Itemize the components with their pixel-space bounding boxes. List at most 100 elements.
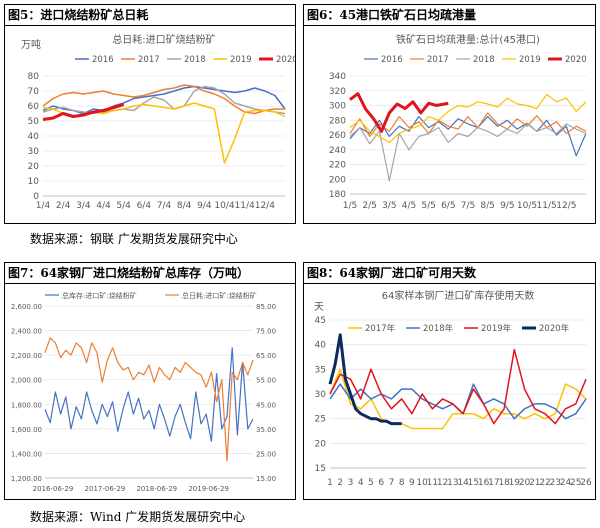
x-tick-label: 2 — [337, 478, 343, 488]
y-tick-label-left: 2,200.00 — [11, 352, 42, 360]
legend-label: 2019 — [230, 55, 252, 65]
x-tick-label: 26 — [580, 478, 592, 488]
y-tick-label-right: 75.00 — [256, 328, 276, 336]
y-tick-label-left: 1,600.00 — [11, 426, 42, 434]
x-tick-label: 8/5 — [480, 201, 494, 211]
y-tick-label-left: 1,800.00 — [11, 401, 42, 409]
x-tick-label: 24 — [560, 478, 572, 488]
legend-label: 2016 — [92, 55, 114, 65]
y-tick-label: 30 — [315, 390, 327, 400]
x-tick-label: 23 — [550, 478, 561, 488]
y-tick-label: 240 — [329, 146, 346, 156]
panel-title: 图7：64家钢厂进口烧结粉矿总库存（万吨） — [5, 263, 295, 284]
x-tick-label: 11/5 — [537, 201, 557, 211]
y-tick-label: 35 — [315, 365, 326, 375]
y-tick-label: 20 — [28, 162, 40, 172]
series-line-总日耗:进口矿:烧结粉矿 — [44, 337, 254, 462]
y-tick-label: 45 — [315, 316, 326, 326]
x-tick-label: 2/5 — [362, 201, 376, 211]
y-tick-label: 0 — [33, 192, 39, 202]
y-tick-label-right: 15.00 — [256, 475, 276, 483]
x-tick-label: 20 — [519, 478, 531, 488]
legend-label: 2017 — [427, 55, 449, 65]
x-tick-label: 2017-06-29 — [85, 485, 126, 493]
x-tick-label: 10/4 — [214, 201, 234, 211]
y-tick-label: 180 — [329, 190, 346, 200]
series-line-2017年 — [329, 368, 587, 430]
series-line-2020 — [42, 103, 125, 121]
series-line-2019年 — [329, 348, 587, 425]
data-source-2: 数据来源：Wind 广发期货发展研究中心 — [30, 510, 246, 524]
series-line-2016 — [349, 115, 587, 157]
x-tick-label: 2019-06-29 — [188, 485, 229, 493]
series-line-2020 — [349, 92, 449, 133]
x-tick-label: 10 — [416, 478, 428, 488]
y-tick-label: 40 — [28, 132, 40, 142]
chart-title: 64家样本钢厂进口矿库存使用天数 — [382, 289, 535, 302]
y-tick-label-right: 65.00 — [256, 352, 276, 360]
x-tick-label: 5/4 — [116, 201, 131, 211]
y-tick-label: 340 — [329, 72, 346, 82]
series-line-总库存:进口矿:烧结粉矿 — [44, 347, 254, 442]
legend-label: 2020 — [565, 55, 587, 65]
x-tick-label: 9/5 — [500, 201, 514, 211]
legend-label: 2019 — [519, 55, 541, 65]
chart-3-svg: 1,200.00 15.00 1,400.00 25.00 1,600.00 35.00 1… — [11, 291, 276, 493]
panel-title: 图8：64家钢厂进口矿可用天数 — [304, 263, 595, 284]
legend-label: 2018年 — [423, 323, 454, 334]
x-tick-label: 11 — [427, 478, 438, 488]
y-tick-label-left: 1,200.00 — [11, 475, 42, 483]
chart-panel-2: 图6：45港口铁矿石日均疏港量 铁矿石日均疏港量:总计(45港口) 180 200 2… — [303, 4, 596, 224]
x-tick-label: 4/4 — [96, 201, 111, 211]
y-tick-label: 25 — [315, 415, 326, 425]
y-tick-label-right: 55.00 — [256, 377, 276, 385]
y-tick-label-left: 1,400.00 — [11, 450, 42, 458]
chart-title: 总日耗:进口矿烧结粉矿 — [112, 33, 215, 46]
chart-2-svg: 铁矿石日均疏港量:总计(45港口) 180 200 220 240 260 280 300 32… — [329, 33, 587, 211]
x-tick-label: 12/5 — [556, 201, 576, 211]
series-line-2019 — [349, 93, 587, 144]
x-tick-label: 9 — [409, 478, 415, 488]
x-tick-label: 1/5 — [343, 201, 357, 211]
legend-label: 2018 — [184, 55, 206, 65]
y-axis-label: 天 — [314, 302, 324, 313]
data-source-1: 数据来源：钢联 广发期货发展研究中心 — [30, 232, 238, 246]
x-tick-label: 7/5 — [461, 201, 475, 211]
x-tick-label: 8/4 — [177, 201, 192, 211]
x-tick-label: 6/4 — [137, 201, 152, 211]
y-tick-label: 10 — [28, 177, 40, 187]
x-tick-label: 18 — [498, 478, 510, 488]
chart-1-svg: 总日耗:进口矿烧结粉矿 万吨 0 10 20 30 40 50 60 70 80 1/4 2/4 3/4 4… — [21, 33, 295, 211]
x-tick-label: 11/4 — [235, 201, 255, 211]
chart-panel-4: 图8：64家钢厂进口矿可用天数 64家样本钢厂进口矿库存使用天数天 15 20 25 3… — [303, 262, 596, 500]
panel-title: 图5：进口烧结粉矿总日耗 — [5, 5, 295, 26]
x-tick-label: 21 — [529, 478, 540, 488]
x-tick-label: 17 — [488, 478, 499, 488]
y-tick-label: 15 — [315, 464, 326, 474]
legend-label: 2016 — [381, 55, 403, 65]
x-tick-label: 6/5 — [441, 201, 455, 211]
x-tick-label: 2/4 — [56, 201, 71, 211]
legend-label: 2019年 — [481, 323, 512, 334]
chart-panel-3: 图7：64家钢厂进口烧结粉矿总库存（万吨） 1,200.00 15.00 1,400… — [4, 262, 296, 500]
x-tick-label: 4 — [358, 478, 364, 488]
y-tick-label: 200 — [329, 175, 346, 185]
panel-title: 图6：45港口铁矿石日均疏港量 — [304, 5, 595, 26]
x-tick-label: 1/4 — [36, 201, 51, 211]
x-tick-label: 14 — [457, 478, 469, 488]
x-tick-label: 25 — [570, 478, 581, 488]
y-tick-label-right: 85.00 — [256, 303, 276, 311]
legend-label: 2017 — [138, 55, 160, 65]
series-line-2018 — [42, 85, 286, 115]
x-tick-label: 1 — [327, 478, 333, 488]
x-tick-label: 12/4 — [255, 201, 275, 211]
x-tick-label: 13 — [447, 478, 458, 488]
legend-label: 总日耗:进口矿:烧结粉矿 — [182, 291, 257, 300]
x-tick-label: 6 — [378, 478, 384, 488]
y-tick-label: 320 — [329, 87, 346, 97]
x-tick-label: 7/4 — [157, 201, 172, 211]
x-tick-label: 15 — [468, 478, 479, 488]
x-tick-label: 10/5 — [517, 201, 537, 211]
x-tick-label: 16 — [478, 478, 490, 488]
legend-label: 2018 — [473, 55, 495, 65]
